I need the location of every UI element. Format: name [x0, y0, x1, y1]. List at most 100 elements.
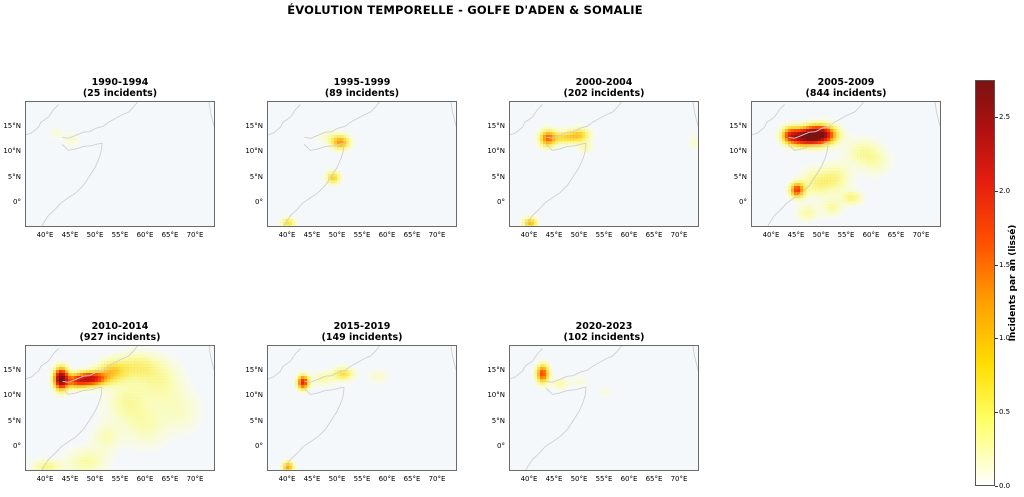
density-cell — [167, 391, 171, 395]
density-cell — [875, 156, 879, 160]
density-cell — [47, 379, 51, 383]
density-cell — [131, 421, 135, 425]
density-cell — [845, 153, 849, 157]
density-cell — [59, 376, 63, 380]
density-cell — [104, 457, 108, 461]
density-cell — [62, 141, 66, 145]
density-cell — [122, 415, 126, 419]
density-cell — [149, 448, 153, 452]
density-cell — [62, 138, 66, 142]
density-cell — [119, 421, 123, 425]
density-cell — [101, 412, 105, 416]
density-cell — [573, 123, 577, 127]
density-cell — [833, 171, 837, 175]
coastline — [752, 104, 785, 136]
density-cell — [89, 370, 93, 374]
y-tick-label: 0° — [739, 197, 747, 206]
density-cell — [56, 394, 60, 398]
density-cell — [773, 135, 777, 139]
density-cell — [122, 358, 126, 362]
density-cell — [56, 370, 60, 374]
density-cell — [546, 150, 550, 154]
density-cell — [119, 406, 123, 410]
density-cell — [791, 195, 795, 199]
density-cell — [845, 132, 849, 136]
density-cell — [325, 135, 329, 139]
density-cell — [818, 165, 822, 169]
density-cell — [552, 138, 556, 142]
density-cell — [830, 141, 834, 145]
density-cell — [179, 376, 183, 380]
density-cell — [800, 210, 804, 214]
density-cell — [325, 144, 329, 148]
density-cell — [50, 132, 54, 136]
density-cell — [128, 436, 132, 440]
density-cell — [603, 385, 607, 389]
density-cell — [125, 418, 129, 422]
density-cell — [588, 150, 592, 154]
density-cell — [131, 349, 135, 353]
density-cell — [845, 144, 849, 148]
density-cell — [531, 225, 535, 226]
density-cell — [143, 385, 147, 389]
density-cell — [337, 180, 341, 184]
density-cell — [343, 150, 347, 154]
density-cell — [331, 141, 335, 145]
x-tick-label: 65°E — [403, 475, 421, 483]
density-cell — [89, 385, 93, 389]
density-cell — [827, 168, 831, 172]
density-cell — [152, 373, 156, 377]
density-cell — [534, 373, 538, 377]
density-cell — [325, 367, 329, 371]
density-cell — [564, 129, 568, 133]
density-cell — [376, 376, 380, 380]
density-cell — [44, 469, 48, 470]
density-cell — [149, 424, 153, 428]
density-cell — [785, 126, 789, 130]
density-cell — [167, 355, 171, 359]
density-cell — [86, 463, 90, 467]
density-cell — [86, 448, 90, 452]
density-cell — [848, 144, 852, 148]
density-cell — [134, 388, 138, 392]
density-cell — [307, 376, 311, 380]
density-cell — [179, 394, 183, 398]
density-cell — [307, 385, 311, 389]
density-cell — [800, 219, 804, 223]
density-cell — [173, 406, 177, 410]
density-cell — [301, 370, 305, 374]
density-cell — [328, 367, 332, 371]
density-cell — [104, 400, 108, 404]
density-cell — [140, 385, 144, 389]
density-cell — [68, 373, 72, 377]
density-cell — [167, 433, 171, 437]
density-cell — [179, 364, 183, 368]
density-cell — [842, 129, 846, 133]
density-cell — [552, 129, 556, 133]
density-cell — [809, 174, 813, 178]
density-cell — [140, 361, 144, 365]
density-cell — [818, 198, 822, 202]
density-cell — [878, 138, 882, 142]
density-cell — [803, 192, 807, 196]
density-cell — [74, 445, 78, 449]
density-cell — [161, 355, 165, 359]
density-cell — [349, 135, 353, 139]
density-cell — [797, 213, 801, 217]
density-cell — [830, 216, 834, 220]
panel-title: 1990-1994 (25 incidents) — [25, 77, 215, 99]
density-cell — [32, 466, 36, 470]
density-cell — [334, 177, 338, 181]
density-cell — [848, 174, 852, 178]
density-cell — [860, 138, 864, 142]
density-cell — [379, 379, 383, 383]
density-cell — [292, 382, 296, 386]
density-cell — [334, 132, 338, 136]
density-cell — [851, 189, 855, 193]
density-cell — [845, 192, 849, 196]
density-cell — [149, 391, 153, 395]
density-cell — [143, 382, 147, 386]
density-cell — [101, 361, 105, 365]
density-cell — [869, 153, 873, 157]
density-cell — [295, 466, 299, 470]
